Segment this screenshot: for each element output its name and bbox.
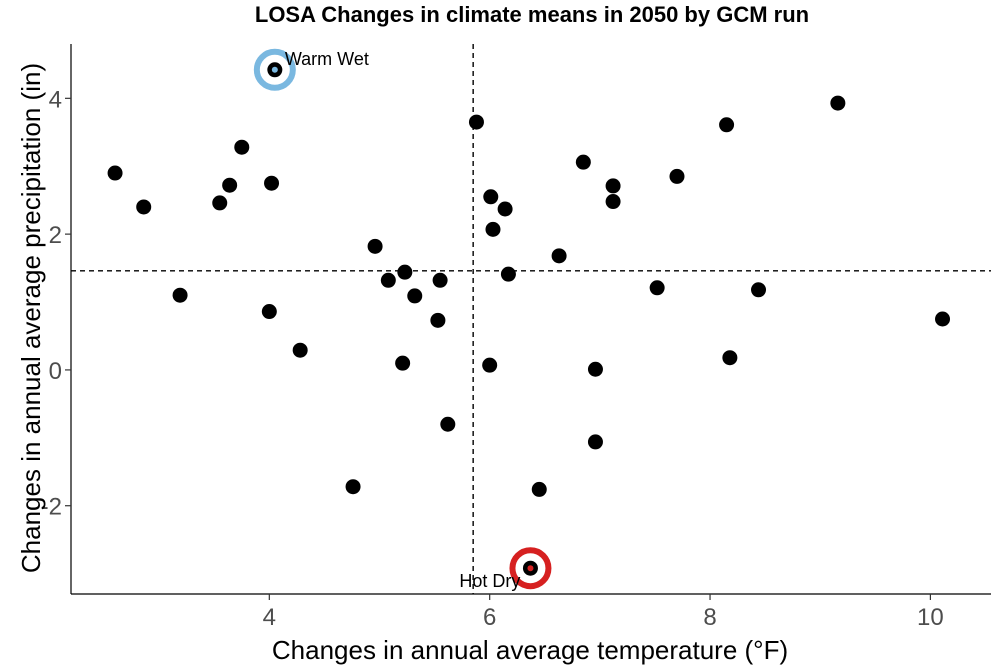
data-point [575,154,591,170]
data-point [483,189,499,205]
data-point [380,272,396,288]
data-point [172,287,188,303]
data-point [719,117,735,133]
data-point [264,175,280,191]
data-point [212,195,228,211]
data-point [497,201,513,217]
data-point [605,194,621,210]
x-tick-label: 10 [917,604,944,631]
y-tick-label: 0 [49,358,62,385]
data-point [107,165,123,181]
data-point [830,95,846,111]
data-point [430,312,446,328]
highlight-center [271,66,278,73]
data-point [531,481,547,497]
data-point [345,479,361,495]
data-point [935,311,951,327]
data-point [482,357,498,373]
y-axis-title: Changes in annual average precipitation … [16,63,46,573]
data-point [669,168,685,184]
highlight-ring [509,547,552,590]
chart-title: LOSA Changes in climate means in 2050 by… [255,2,809,27]
data-point [751,282,767,298]
data-point [432,272,448,288]
data-point [468,114,484,130]
data-point [722,350,738,366]
data-point [407,288,423,304]
x-axis-title: Changes in annual average temperature (°… [272,635,788,665]
x-tick-label: 4 [263,604,276,631]
data-point [397,264,413,280]
highlight-center [527,565,534,572]
data-point [500,266,516,282]
y-tick-label: 4 [49,86,62,113]
data-point [605,178,621,194]
data-point [395,355,411,371]
data-point [551,248,567,264]
data-point [292,342,308,358]
data-point [234,139,250,155]
data-point [367,238,383,254]
y-tick-label: -2 [41,494,62,521]
data-point [587,434,603,450]
x-tick-label: 8 [703,604,716,631]
plot-area: 4 6 8 10 -2 0 2 4 Warm Wet Hot Dry [41,44,991,631]
data-point [440,416,456,432]
data-point [649,280,665,296]
data-point [222,177,238,193]
highlight-ring [253,48,296,91]
highlight-label: Warm Wet [285,49,369,69]
x-tick-label: 6 [483,604,496,631]
data-point [485,221,501,237]
y-tick-label: 2 [49,222,62,249]
data-point [587,361,603,377]
data-point [261,304,277,320]
data-point [136,199,152,215]
highlight-label: Hot Dry [459,571,520,591]
